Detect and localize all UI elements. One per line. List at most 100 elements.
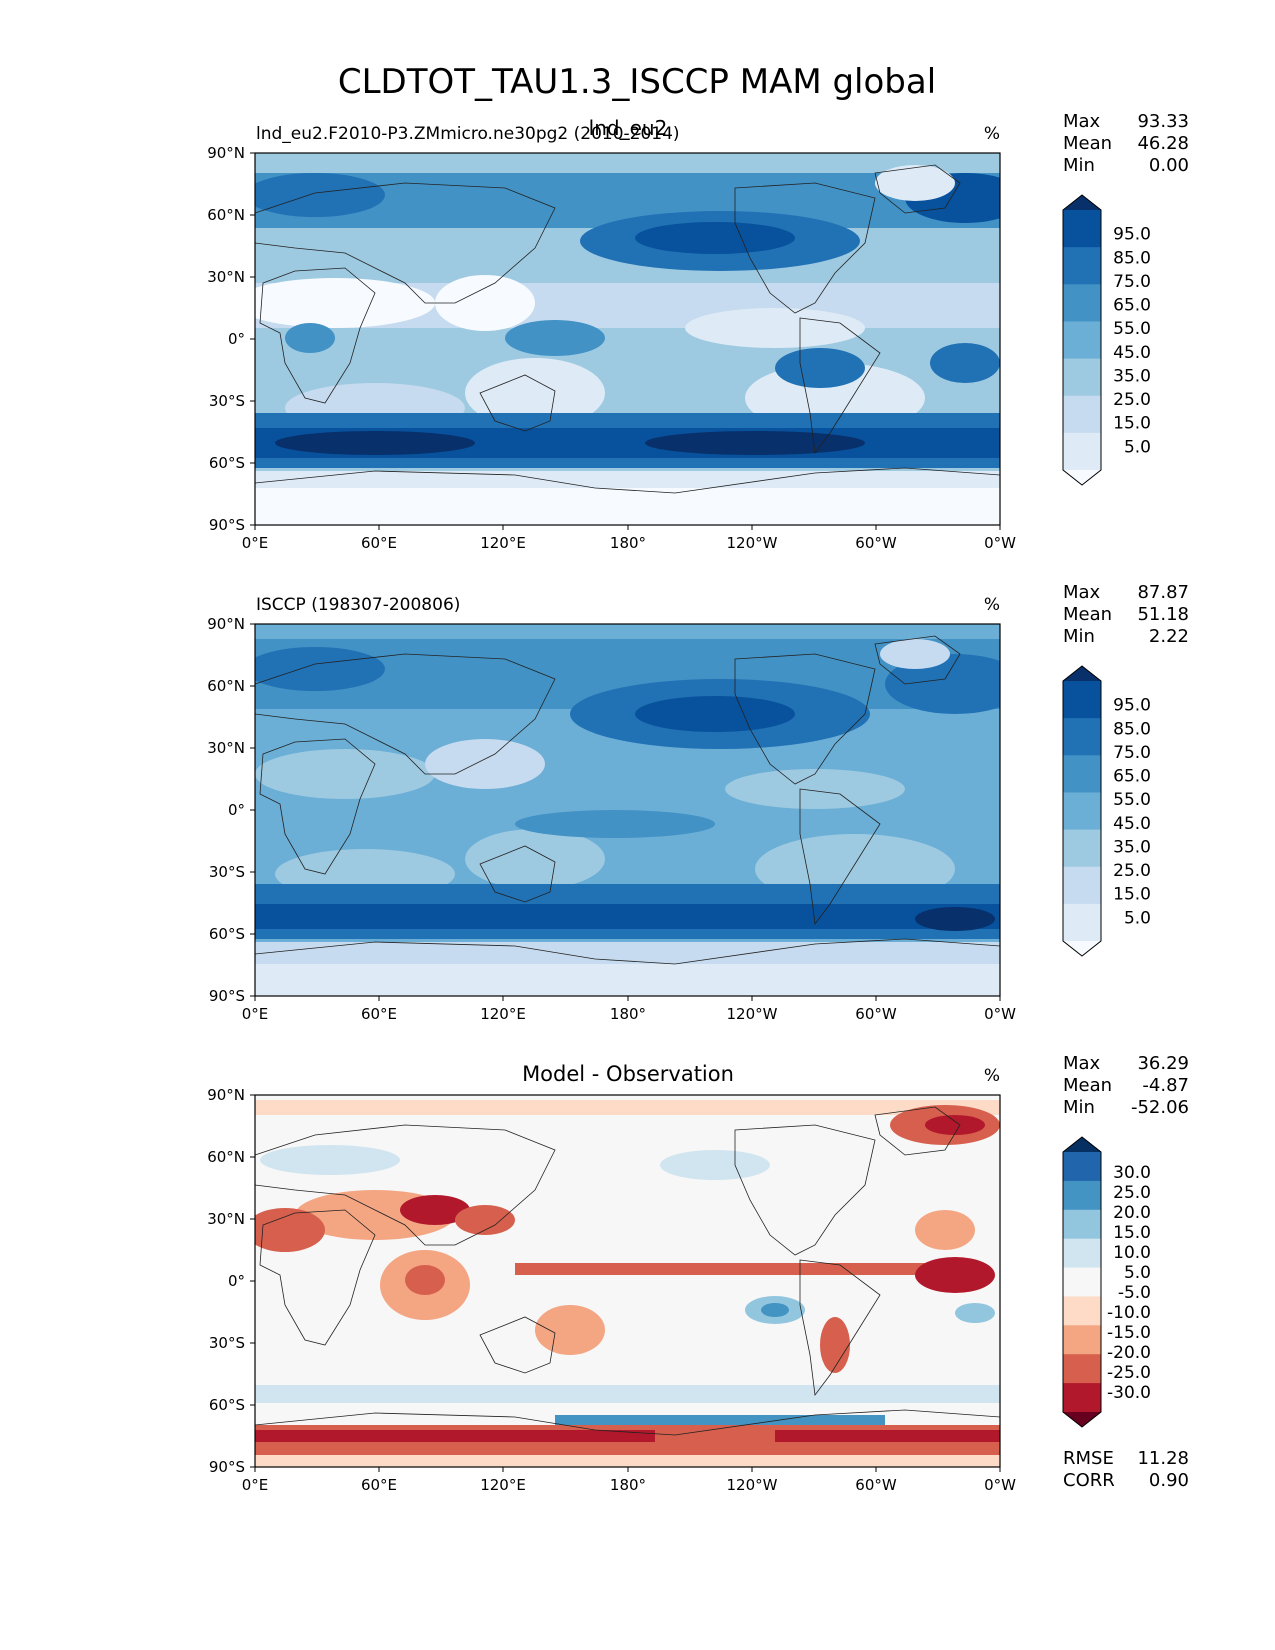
colorbar-tick-label: 85.0	[1113, 719, 1151, 739]
colorbar-tick-label: 10.0	[1113, 1243, 1151, 1263]
diff-band	[255, 1430, 655, 1442]
rmse-label: RMSE	[1063, 1448, 1114, 1469]
stat-value: 0.00	[1149, 155, 1189, 176]
lat-tick-label: 90°S	[209, 516, 245, 534]
lat-tick-label: 30°S	[209, 1334, 245, 1352]
cloud-patch	[880, 639, 950, 669]
stat-label: Max	[1063, 582, 1101, 603]
lon-ticks: 0°E 60°E 120°E 180° 120°W 60°W 0°W	[242, 525, 1016, 552]
stat-value: 36.29	[1137, 1053, 1189, 1074]
diff-band	[255, 1455, 1000, 1467]
colorbar-extend-top	[1063, 1137, 1101, 1152]
colorbar-segment	[1063, 1180, 1101, 1211]
diff-patch	[925, 1115, 985, 1135]
clear-patch	[465, 829, 605, 889]
coast-southamerica	[799, 788, 881, 926]
coast-eurasia	[254, 1124, 556, 1246]
colorbar-tick-label: 5.0	[1124, 437, 1151, 457]
map-ref	[255, 624, 1000, 996]
colorbar-segment	[1063, 792, 1101, 831]
coast-antarctica	[254, 938, 1001, 965]
stat-label: Min	[1063, 155, 1095, 176]
clear-patch	[255, 278, 435, 328]
lon-tick-label: 0°W	[984, 534, 1016, 552]
colorbar-segment	[1063, 903, 1101, 942]
colorbar-segment	[1063, 718, 1101, 756]
colorbar-tick-label: 35.0	[1113, 837, 1151, 857]
coast-antarctica	[254, 467, 1001, 494]
colorbar-tick-label: 5.0	[1124, 908, 1151, 928]
colorbar-tick-label: 15.0	[1113, 885, 1151, 905]
coast-antarctica	[254, 1409, 1001, 1436]
lon-tick-label: 60°W	[855, 1005, 897, 1023]
lat-tick-label: 90°N	[207, 144, 245, 162]
diff-patch	[260, 1145, 400, 1175]
colorbar-tick-label: -15.0	[1107, 1323, 1151, 1343]
stat-label: Min	[1063, 1097, 1095, 1118]
diff-band	[775, 1430, 1000, 1442]
colorbar-tick-label: 45.0	[1113, 343, 1151, 363]
coast-greenland	[874, 1106, 961, 1156]
colorbar-tick-label: 30.0	[1113, 1163, 1151, 1183]
colorbar-tick-label: -25.0	[1107, 1363, 1151, 1383]
colorbar-segment	[1063, 247, 1101, 285]
lon-tick-label: 60°E	[361, 1476, 397, 1494]
colorbar-segment	[1063, 1296, 1101, 1326]
lon-tick-label: 120°W	[727, 1005, 778, 1023]
clear-patch	[435, 275, 535, 331]
colorbar-tick-label: 25.0	[1113, 861, 1151, 881]
lat-tick-label: 90°S	[209, 1458, 245, 1476]
colorbar-extend-bottom	[1063, 941, 1101, 956]
lon-tick-label: 120°E	[480, 1476, 526, 1494]
colorbar-extend-bottom	[1063, 470, 1101, 485]
colorbar-tick-label: -10.0	[1107, 1303, 1151, 1323]
panel-ref-units: %	[984, 595, 1000, 615]
cloud-patch	[875, 165, 955, 201]
cloud-patch	[515, 810, 715, 838]
colorbar-segment	[1063, 1383, 1101, 1413]
lon-tick-label: 120°W	[727, 1476, 778, 1494]
lon-tick-label: 180°	[610, 1005, 646, 1023]
clear-patch	[255, 749, 435, 799]
coastlines	[254, 164, 1001, 494]
cloud-patch	[885, 654, 1000, 714]
colorbar-ref: 95.0 85.0 75.0 65.0 55.0 45.0 35.0 25.0 15.0 5.0	[1062, 665, 1151, 957]
colorbar-segment	[1063, 395, 1101, 434]
clear-patch	[465, 358, 605, 428]
colorbar-extend-top	[1063, 195, 1101, 210]
lon-tick-label: 60°W	[855, 534, 897, 552]
coast-eurasia	[254, 653, 556, 775]
colorbar-tick-label: 25.0	[1113, 390, 1151, 410]
stat-label: Mean	[1063, 1075, 1112, 1096]
colorbar-tick-label: 55.0	[1113, 790, 1151, 810]
stats-diff: Max 36.29 Mean -4.87 Min -52.06	[1063, 1053, 1189, 1118]
colorbar-segment	[1063, 284, 1101, 322]
colorbar-tick-label: -20.0	[1107, 1343, 1151, 1363]
colorbar-tick-label: 55.0	[1113, 319, 1151, 339]
panel-diff-units: %	[984, 1066, 1000, 1086]
colorbar-tick-label: -30.0	[1107, 1383, 1151, 1403]
colorbar-segment	[1063, 755, 1101, 793]
clear-patch	[725, 769, 905, 809]
panel-test-left-title: lnd_eu2.F2010-P3.ZMmicro.ne30pg2 (2010-2…	[256, 124, 680, 144]
coast-africa	[259, 267, 376, 404]
stat-value: 93.33	[1137, 111, 1189, 132]
lon-tick-label: 60°W	[855, 1476, 897, 1494]
colorbar-extend-top	[1063, 666, 1101, 681]
stats-test: Max 93.33 Mean 46.28 Min 0.00	[1063, 111, 1189, 176]
lat-tick-label: 30°S	[209, 392, 245, 410]
lat-tick-label: 30°S	[209, 863, 245, 881]
coast-northamerica	[734, 653, 876, 785]
lon-tick-label: 120°W	[727, 534, 778, 552]
colorbar-segment	[1063, 1354, 1101, 1384]
colorbar-tick-label: 15.0	[1113, 1223, 1151, 1243]
lon-tick-label: 60°E	[361, 534, 397, 552]
panel-test-units: %	[984, 124, 1000, 144]
lon-tick-label: 60°E	[361, 1005, 397, 1023]
colorbar-segment	[1063, 1209, 1101, 1240]
colorbar-segment	[1063, 321, 1101, 360]
coast-southamerica	[799, 1259, 881, 1397]
lon-tick-label: 0°W	[984, 1005, 1016, 1023]
diff-band	[255, 1385, 1000, 1403]
